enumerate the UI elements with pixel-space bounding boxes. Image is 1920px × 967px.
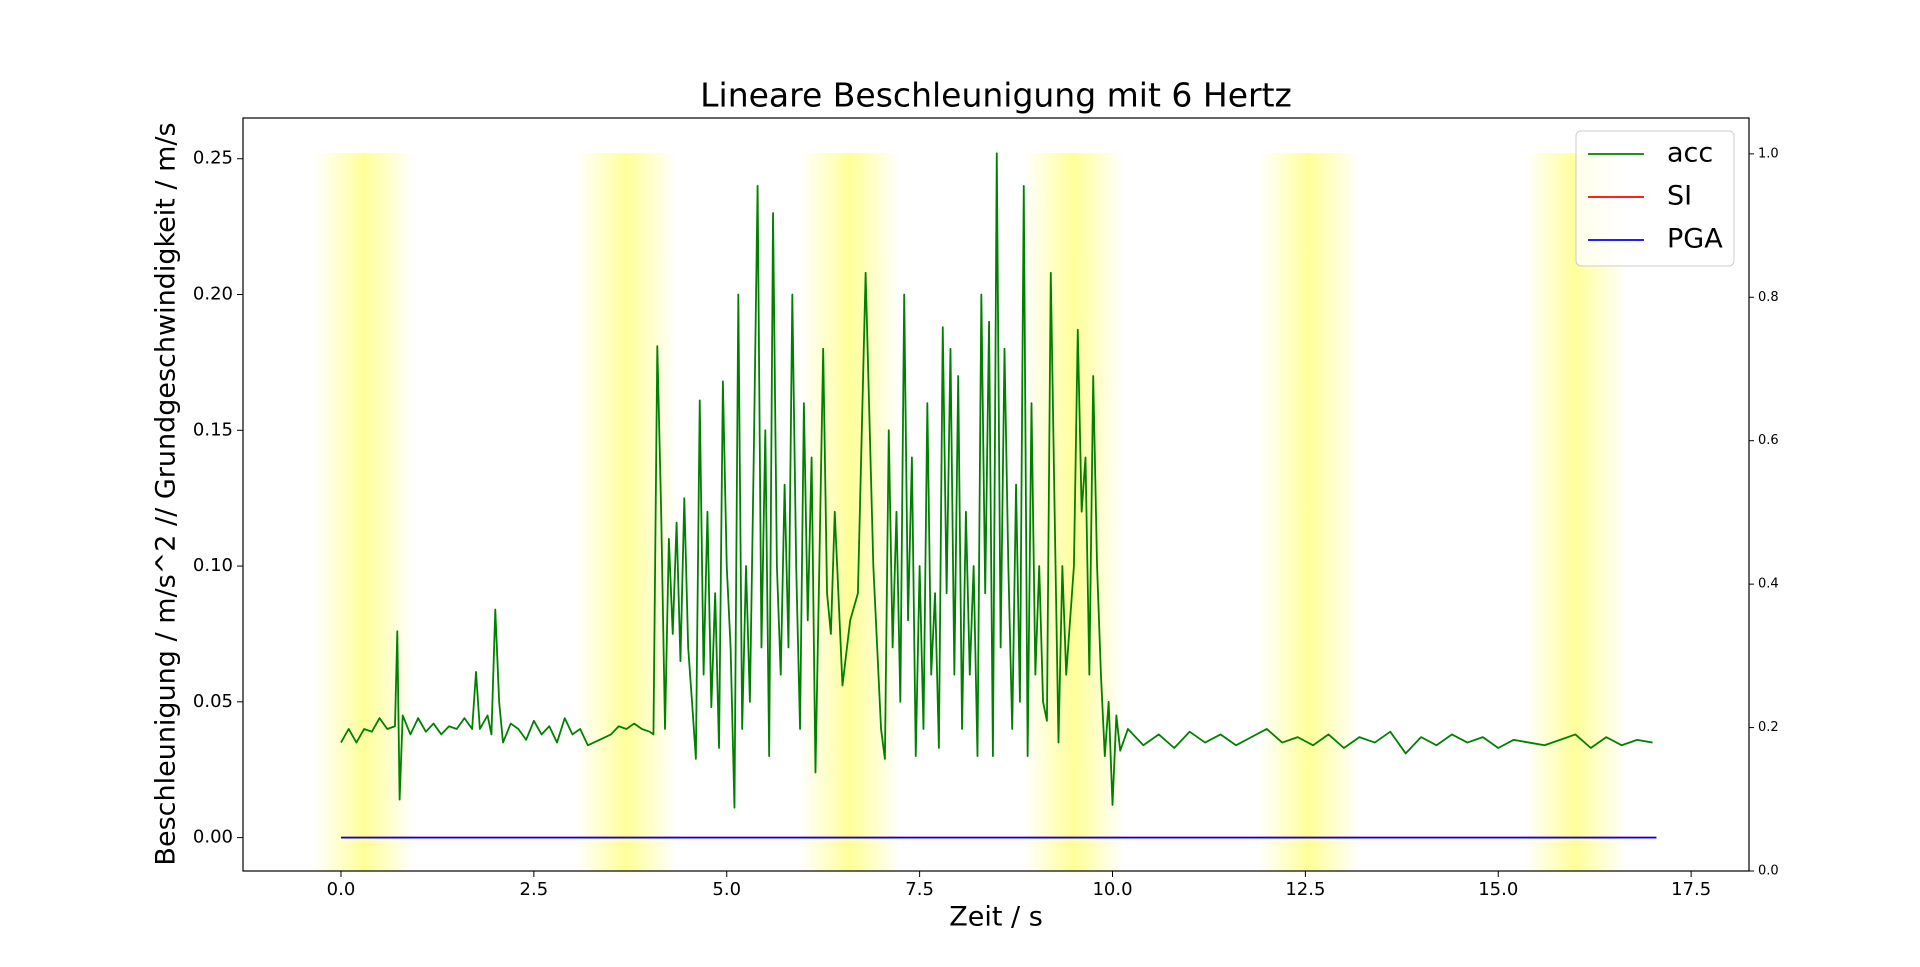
highlight-span — [1525, 153, 1626, 871]
y-tick-label: 0.20 — [193, 284, 233, 305]
x-tick-label: 12.5 — [1285, 879, 1325, 900]
x-tick-label: 15.0 — [1478, 879, 1518, 900]
y2-tick-label: 0.6 — [1758, 433, 1779, 448]
x-tick-label: 7.5 — [905, 879, 934, 900]
chart-title: Lineare Beschleunigung mit 6 Hertz — [700, 76, 1292, 115]
x-tick-label: 17.5 — [1671, 879, 1711, 900]
legend-box — [1575, 130, 1735, 267]
y2-tick-label: 0.2 — [1758, 720, 1779, 735]
highlight-span — [1259, 153, 1360, 871]
x-tick-label: 2.5 — [520, 879, 549, 900]
y2-tick-label: 1.0 — [1758, 146, 1779, 161]
y2-tick-label: 0.8 — [1758, 290, 1779, 305]
y-axis-label: Beschleunigung / m/s^2 // Grundgeschwind… — [151, 122, 182, 865]
plot-frame — [242, 117, 1750, 872]
series-line — [340, 152, 1653, 809]
x-tick-label: 5.0 — [712, 879, 741, 900]
y-tick-label: 0.25 — [193, 148, 233, 169]
y-tick-label: 0.10 — [193, 555, 233, 576]
highlight-span — [576, 153, 677, 871]
x-tick-label: 0.0 — [327, 879, 356, 900]
legend-label: PGA — [1667, 224, 1723, 255]
y-tick-label: 0.05 — [193, 691, 233, 712]
legend-label: SI — [1667, 181, 1692, 212]
legend-label: acc — [1667, 138, 1713, 169]
y2-tick-label: 0.4 — [1758, 577, 1779, 592]
y-tick-label: 0.15 — [193, 419, 233, 440]
y2-tick-label: 0.0 — [1758, 864, 1779, 879]
highlight-span — [313, 153, 415, 871]
y-tick-label: 0.00 — [193, 827, 233, 848]
x-tick-label: 10.0 — [1092, 879, 1132, 900]
x-axis-label: Zeit / s — [949, 902, 1043, 933]
